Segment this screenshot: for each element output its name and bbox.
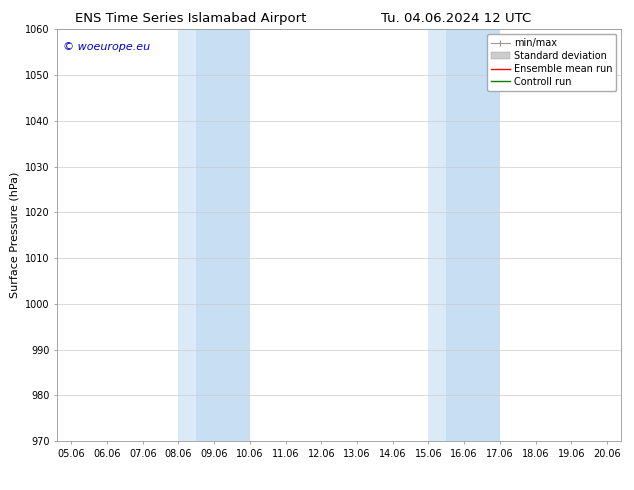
Bar bbox=[429, 29, 446, 441]
Bar bbox=[446, 29, 500, 441]
Bar bbox=[179, 29, 197, 441]
Bar bbox=[197, 29, 250, 441]
Text: Tu. 04.06.2024 12 UTC: Tu. 04.06.2024 12 UTC bbox=[382, 12, 531, 25]
Legend: min/max, Standard deviation, Ensemble mean run, Controll run: min/max, Standard deviation, Ensemble me… bbox=[487, 34, 616, 91]
Text: ENS Time Series Islamabad Airport: ENS Time Series Islamabad Airport bbox=[75, 12, 306, 25]
Y-axis label: Surface Pressure (hPa): Surface Pressure (hPa) bbox=[10, 172, 19, 298]
Text: © woeurope.eu: © woeurope.eu bbox=[63, 42, 150, 52]
